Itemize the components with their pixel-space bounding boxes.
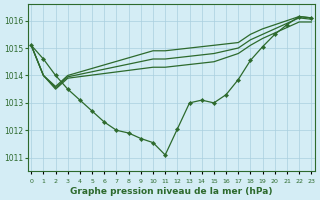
X-axis label: Graphe pression niveau de la mer (hPa): Graphe pression niveau de la mer (hPa) [70, 187, 273, 196]
